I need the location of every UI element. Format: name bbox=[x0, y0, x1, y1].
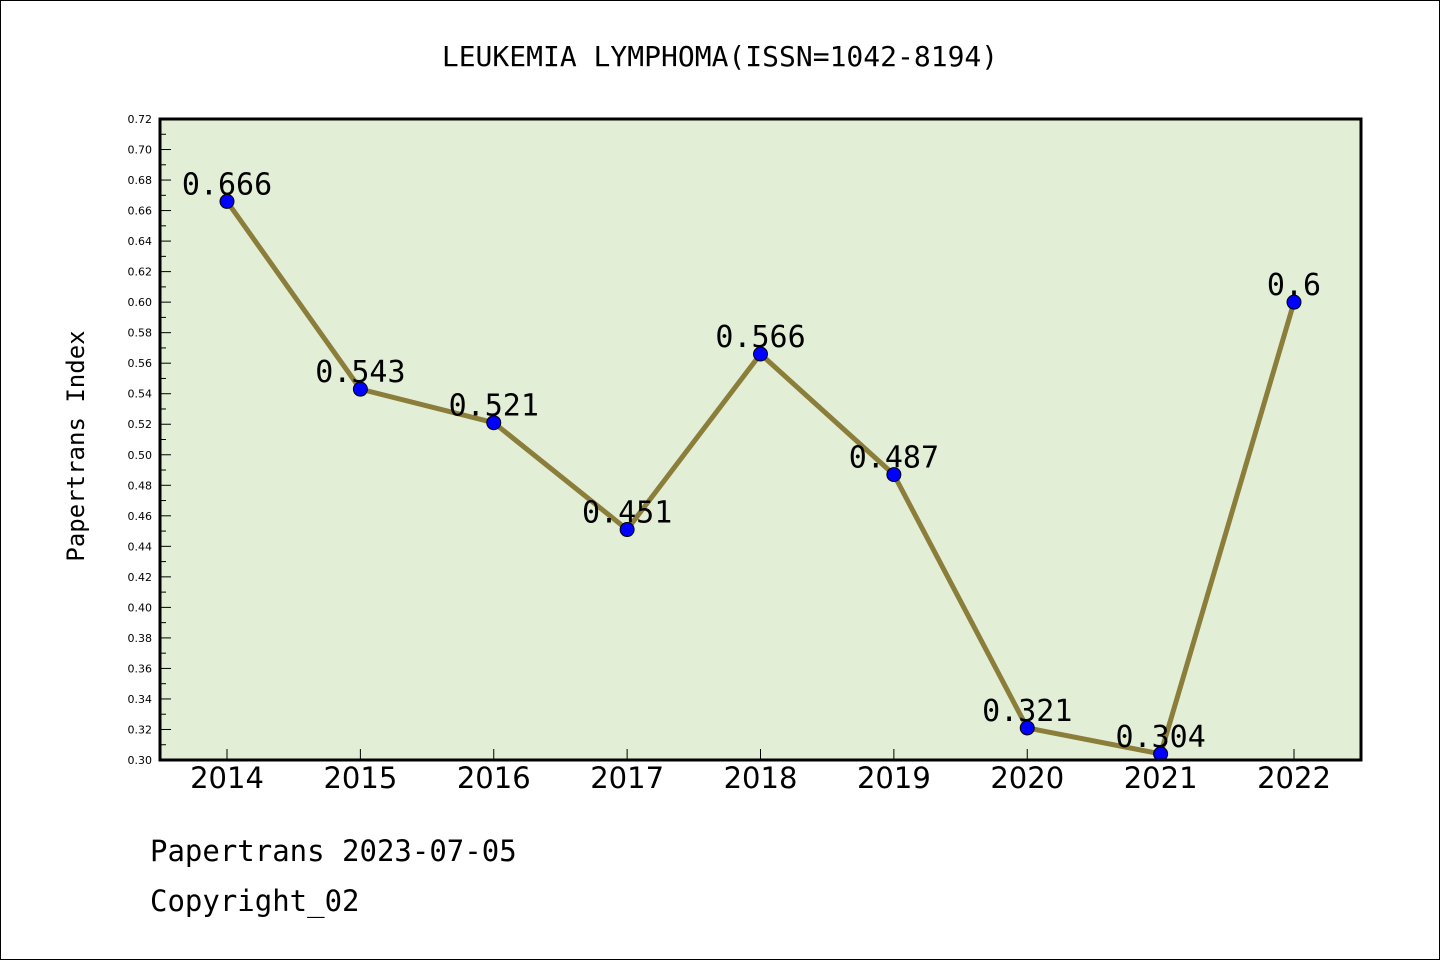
x-tick-label: 2017 bbox=[590, 761, 664, 795]
x-tick-label: 2016 bbox=[457, 761, 531, 795]
y-tick-label: 0.70 bbox=[128, 144, 153, 157]
data-label: 0.451 bbox=[582, 496, 672, 531]
y-tick-label: 0.72 bbox=[128, 113, 153, 126]
y-tick-label: 0.36 bbox=[128, 662, 153, 675]
y-tick-label: 0.52 bbox=[128, 418, 153, 431]
x-tick-label: 2020 bbox=[990, 761, 1064, 795]
data-label: 0.321 bbox=[982, 694, 1072, 729]
y-tick-label: 0.32 bbox=[128, 723, 153, 736]
x-tick-label: 2018 bbox=[724, 761, 798, 795]
y-tick-label: 0.58 bbox=[128, 327, 153, 340]
y-tick-label: 0.60 bbox=[128, 296, 153, 309]
x-tick-label: 2022 bbox=[1257, 761, 1331, 795]
data-point bbox=[219, 193, 235, 209]
y-tick-label: 0.54 bbox=[128, 388, 153, 401]
y-tick-label: 0.48 bbox=[128, 479, 153, 492]
y-tick-label: 0.42 bbox=[128, 571, 153, 584]
footer-date: Papertrans 2023-07-05 bbox=[150, 834, 517, 868]
data-labels: 0.666 0.543 0.521 0.451 0.566 0.487 0.321 0.304… bbox=[182, 167, 1321, 754]
series-layer bbox=[219, 193, 1302, 762]
data-label: 0.521 bbox=[449, 389, 539, 424]
y-tick-label: 0.46 bbox=[128, 510, 153, 523]
y-tick-label: 0.34 bbox=[128, 693, 153, 706]
chart-title: LEUKEMIA LYMPHOMA(ISSN=1042-8194) bbox=[442, 40, 998, 73]
y-tick-label: 0.30 bbox=[128, 754, 153, 767]
y-tick-label: 0.50 bbox=[128, 449, 153, 462]
data-label: 0.566 bbox=[715, 320, 805, 355]
data-point bbox=[753, 346, 768, 362]
y-tick-label: 0.38 bbox=[128, 632, 153, 645]
x-tick-label: 2019 bbox=[857, 761, 931, 795]
data-point bbox=[352, 381, 368, 397]
data-label: 0.304 bbox=[1115, 720, 1205, 755]
data-label: 0.543 bbox=[315, 355, 405, 390]
y-tick-label: 0.40 bbox=[128, 601, 153, 614]
x-tick-label: 2014 bbox=[190, 761, 264, 795]
y-tick-label: 0.62 bbox=[128, 266, 153, 279]
y-axis-label: Papertrans Index bbox=[62, 330, 90, 561]
y-tick-label: 0.66 bbox=[128, 205, 153, 218]
data-point bbox=[1019, 720, 1035, 736]
y-axis: 0.30 0.32 0.34 0.36 0.38 0.40 0.42 0.44 0.46 0.48… bbox=[128, 113, 171, 767]
plot-area bbox=[160, 119, 1361, 760]
data-label: 0.6 bbox=[1267, 268, 1321, 303]
data-label: 0.487 bbox=[849, 441, 939, 476]
y-tick-label: 0.56 bbox=[128, 357, 153, 370]
x-tick-label: 2021 bbox=[1124, 761, 1198, 795]
data-point bbox=[1286, 294, 1302, 310]
data-point bbox=[486, 415, 502, 431]
plot-border bbox=[158, 117, 1363, 762]
data-point bbox=[886, 467, 902, 483]
data-label: 0.666 bbox=[182, 167, 272, 202]
data-point bbox=[619, 522, 635, 538]
footer-copyright: Copyright_02 bbox=[150, 884, 360, 918]
x-axis: 2014 2015 2016 2017 2018 2019 2020 2021 2022 bbox=[190, 749, 1331, 795]
y-tick-label: 0.44 bbox=[128, 540, 153, 553]
y-tick-label: 0.68 bbox=[128, 174, 153, 187]
y-tick-label: 0.64 bbox=[128, 235, 153, 248]
x-tick-label: 2015 bbox=[323, 761, 397, 795]
